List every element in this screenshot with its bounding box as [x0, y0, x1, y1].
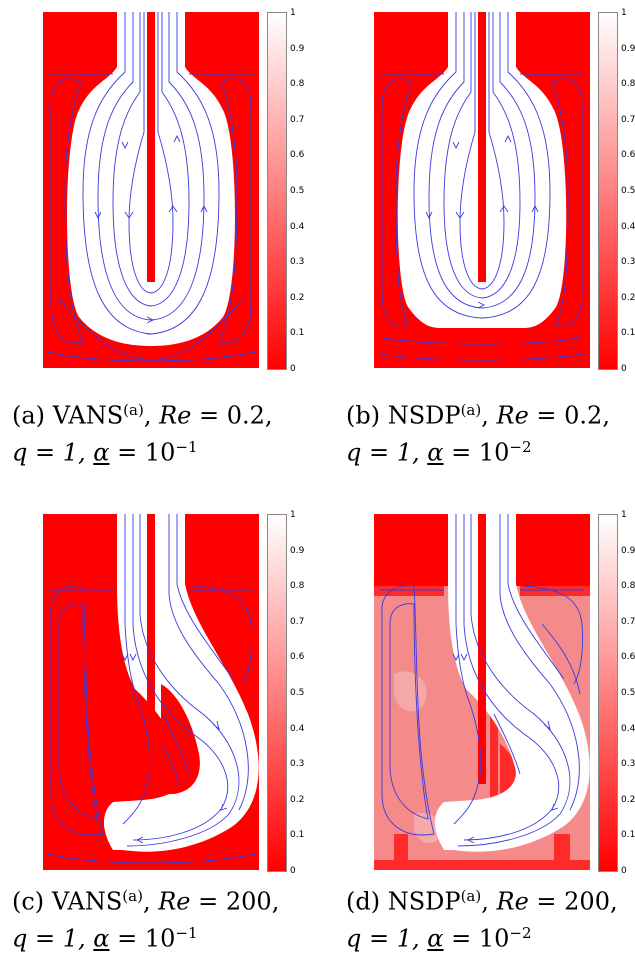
- caption-b: (b) NSDP(a), Re = 0.2, q = 1, α = 10−2: [346, 401, 610, 467]
- colorbar-tick: 0.3: [621, 257, 635, 268]
- colorbar-tick: 0: [290, 866, 296, 876]
- colorbar-tick: 0.3: [621, 759, 635, 770]
- colorbar-tick: 0.4: [290, 723, 305, 734]
- colorbar-tick: 0: [290, 364, 296, 374]
- density-field-d: [374, 514, 590, 870]
- panel-c: 1 0.9 0.8 0.7 0.6 0.5 0.4 0.3 0.2 0.1 0 …: [0, 500, 318, 959]
- colorbar-tick: 0.9: [290, 43, 305, 54]
- caption-d: (d) NSDP(a), Re = 200, q = 1, α = 10−2: [346, 887, 618, 953]
- colorbar-tick: 0.6: [621, 652, 635, 663]
- colorbar-tick: 1: [290, 8, 296, 18]
- colorbar-tick: 0.7: [621, 616, 635, 627]
- colorbar-tick: 0.4: [621, 723, 635, 734]
- colorbar-tick: 0.3: [290, 257, 305, 268]
- colorbar-tick: 0.8: [621, 581, 635, 592]
- colorbar-tick: 0.1: [290, 830, 305, 841]
- colorbar-tick: 0.9: [621, 545, 635, 556]
- plot-b: [374, 12, 590, 368]
- caption-a: (a) VANS(a), Re = 0.2, q = 1, α = 10−1: [12, 401, 273, 467]
- colorbar-tick: 1: [290, 510, 296, 520]
- colorbar-tick: 0.2: [621, 794, 635, 805]
- density-field-b: [374, 12, 590, 368]
- colorbar-tick: 0: [621, 866, 627, 876]
- colorbar-tick: 0.1: [621, 328, 635, 339]
- colorbar-tick: 0.7: [290, 616, 305, 627]
- colorbar-tick: 0.4: [621, 221, 635, 232]
- colorbar-tick: 0.2: [621, 292, 635, 303]
- panel-b: 1 0.9 0.8 0.7 0.6 0.5 0.4 0.3 0.2 0.1 0 …: [318, 0, 635, 470]
- colorbar-tick: 0.5: [621, 688, 635, 698]
- colorbar-tick: 0.5: [290, 186, 305, 196]
- colorbar-tick: 0.5: [290, 688, 305, 698]
- colorbar-b: 1 0.9 0.8 0.7 0.6 0.5 0.4 0.3 0.2 0.1 0: [598, 8, 635, 374]
- colorbar-tick: 0.6: [290, 652, 305, 663]
- colorbar-tick: 0.6: [621, 150, 635, 161]
- density-field-a: [43, 12, 259, 368]
- colorbar-tick: 0.8: [290, 581, 305, 592]
- colorbar-tick: 0.7: [621, 114, 635, 125]
- panel-a: 1 0.9 0.8 0.7 0.6 0.5 0.4 0.3 0.2 0.1 0 …: [0, 0, 318, 470]
- colorbar-ticks-a: 1 0.9 0.8 0.7 0.6 0.5 0.4 0.3 0.2 0.1 0: [290, 8, 320, 374]
- colorbar-tick: 0.7: [290, 114, 305, 125]
- plot-c: [43, 514, 259, 870]
- colorbar-tick: 0.4: [290, 221, 305, 232]
- panel-d: 1 0.9 0.8 0.7 0.6 0.5 0.4 0.3 0.2 0.1 0 …: [318, 500, 635, 959]
- colorbar-tick: 0.8: [621, 79, 635, 90]
- colorbar-tick: 0.1: [290, 328, 305, 339]
- density-field-c: [43, 514, 259, 870]
- colorbar-tick: 0.8: [290, 79, 305, 90]
- colorbar-tick: 0.6: [290, 150, 305, 161]
- colorbar-tick: 0.1: [621, 830, 635, 841]
- plot-d: [374, 514, 590, 870]
- colorbar-tick: 0.2: [290, 794, 305, 805]
- colorbar-ticks-c: 1 0.9 0.8 0.7 0.6 0.5 0.4 0.3 0.2 0.1 0: [290, 510, 320, 876]
- colorbar-tick: 1: [621, 8, 627, 18]
- colorbar-tick: 0: [621, 364, 627, 374]
- colorbar-c: 1 0.9 0.8 0.7 0.6 0.5 0.4 0.3 0.2 0.1 0: [267, 510, 304, 876]
- colorbar-tick: 0.9: [290, 545, 305, 556]
- colorbar-d: 1 0.9 0.8 0.7 0.6 0.5 0.4 0.3 0.2 0.1 0: [598, 510, 635, 876]
- colorbar-tick: 0.9: [621, 43, 635, 54]
- colorbar-ticks-d: 1 0.9 0.8 0.7 0.6 0.5 0.4 0.3 0.2 0.1 0: [621, 510, 635, 876]
- colorbar-ticks-b: 1 0.9 0.8 0.7 0.6 0.5 0.4 0.3 0.2 0.1 0: [621, 8, 635, 374]
- colorbar-tick: 0.5: [621, 186, 635, 196]
- colorbar-tick: 1: [621, 510, 627, 520]
- colorbar-tick: 0.2: [290, 292, 305, 303]
- colorbar-tick: 0.3: [290, 759, 305, 770]
- caption-c: (c) VANS(a), Re = 200, q = 1, α = 10−1: [12, 887, 280, 953]
- plot-a: [43, 12, 259, 368]
- colorbar-a: 1 0.9 0.8 0.7 0.6 0.5 0.4 0.3 0.2 0.1 0: [267, 8, 304, 374]
